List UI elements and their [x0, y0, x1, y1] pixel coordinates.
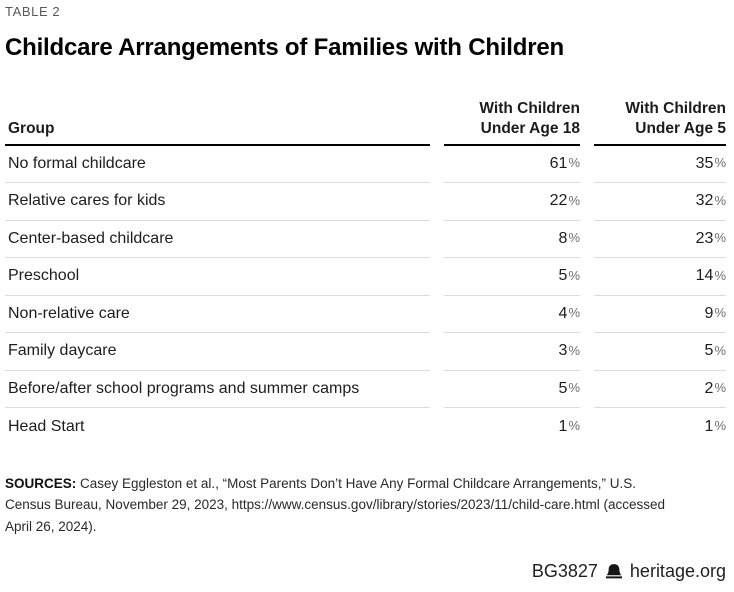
table-header-row: Group With Children Under Age 18 With Ch…: [5, 99, 726, 146]
table-row: Center-based childcare 8% 23%: [5, 221, 726, 259]
row-value: 3: [558, 342, 568, 360]
column-header-line2: Under Age 18: [480, 119, 580, 137]
sources-text: Casey Eggleston et al., “Most Parents Do…: [5, 475, 666, 534]
page-title: Childcare Arrangements of Families with …: [5, 34, 564, 61]
row-value-cell-under-5: 23%: [594, 221, 726, 259]
percent-sign: %: [568, 418, 580, 434]
row-value: 22: [549, 192, 568, 210]
row-value: 1: [704, 417, 714, 435]
row-value: 32: [695, 192, 714, 210]
table-label: TABLE 2: [5, 4, 61, 19]
row-group-cell: Non-relative care: [5, 296, 430, 334]
doc-id: BG3827: [531, 561, 598, 581]
row-group-cell: Head Start: [8, 417, 85, 435]
column-header-under-age-18: With Children Under Age 18: [444, 99, 580, 146]
column-header-label: Group: [8, 119, 55, 137]
column-header-line1: With Children: [479, 100, 580, 117]
row-value: 9: [704, 304, 714, 322]
table-body: No formal childcare 61% 35% Relative car…: [5, 146, 726, 446]
row-group-cell: Relative cares for kids: [5, 183, 430, 221]
row-value-cell-under-18: 5%: [444, 258, 580, 296]
row-value: 5: [558, 379, 568, 397]
row-group-cell: Family daycare: [5, 333, 430, 371]
row-value: 4: [558, 304, 568, 322]
row-value: 2: [704, 379, 714, 397]
column-header-group: Group: [5, 99, 430, 146]
row-value-cell-under-18: 4%: [444, 296, 580, 334]
percent-sign: %: [568, 342, 580, 358]
row-group-cell: No formal childcare: [5, 146, 430, 184]
table-row: Preschool 5% 14%: [5, 258, 726, 296]
percent-sign: %: [568, 192, 580, 208]
row-value-cell-under-18: 8%: [444, 221, 580, 259]
row-group-cell: Before/after school programs and summer …: [5, 371, 430, 409]
table-row: Head Start 1% 1%: [5, 408, 726, 446]
row-value-cell-under-5: 2%: [594, 371, 726, 409]
column-header-under-age-5: With Children Under Age 5: [594, 99, 726, 146]
liberty-bell-icon: [605, 564, 622, 579]
row-value-cell-under-5: 1%: [594, 408, 726, 446]
row-value: 35: [695, 154, 714, 172]
row-value-cell-under-5: 35%: [594, 146, 726, 184]
row-value-cell-under-18: 3%: [444, 333, 580, 371]
row-value-cell-under-18: 22%: [444, 183, 580, 221]
row-value: 14: [695, 267, 714, 285]
site-name: heritage.org: [629, 561, 726, 581]
percent-sign: %: [714, 155, 726, 171]
row-value-cell-under-5: 5%: [594, 333, 726, 371]
percent-sign: %: [714, 267, 726, 283]
row-group-cell: Preschool: [5, 258, 430, 296]
percent-sign: %: [714, 305, 726, 321]
percent-sign: %: [714, 192, 726, 208]
footer: BG3827 heritage.org: [5, 561, 726, 584]
row-value-cell-under-5: 32%: [594, 183, 726, 221]
row-value-cell-under-18: 1%: [444, 408, 580, 446]
row-group-cell: Center-based childcare: [5, 221, 430, 259]
table-row: Non-relative care 4% 9%: [5, 296, 726, 334]
percent-sign: %: [714, 418, 726, 434]
percent-sign: %: [714, 230, 726, 246]
table-row: No formal childcare 61% 35%: [5, 146, 726, 184]
row-value: 1: [558, 417, 568, 435]
row-value-cell-under-18: 5%: [444, 371, 580, 409]
row-value-cell-under-18: 61%: [444, 146, 580, 184]
sources-label: SOURCES:: [5, 475, 77, 491]
table-row: Relative cares for kids 22% 32%: [5, 183, 726, 221]
table-row: Family daycare 3% 5%: [5, 333, 726, 371]
percent-sign: %: [568, 230, 580, 246]
sources-note: SOURCES: Casey Eggleston et al., “Most P…: [5, 473, 677, 538]
percent-sign: %: [568, 380, 580, 396]
column-header-line1: With Children: [625, 100, 726, 117]
row-value-cell-under-5: 14%: [594, 258, 726, 296]
row-value: 23: [695, 229, 714, 247]
percent-sign: %: [568, 305, 580, 321]
row-value: 5: [558, 267, 568, 285]
row-value: 8: [558, 229, 568, 247]
row-value: 5: [704, 342, 714, 360]
table-row: Before/after school programs and summer …: [5, 371, 726, 409]
column-header-line2: Under Age 5: [635, 119, 726, 137]
row-value-cell-under-5: 9%: [594, 296, 726, 334]
row-value: 61: [549, 154, 568, 172]
percent-sign: %: [568, 267, 580, 283]
percent-sign: %: [714, 380, 726, 396]
percent-sign: %: [714, 342, 726, 358]
percent-sign: %: [568, 155, 580, 171]
